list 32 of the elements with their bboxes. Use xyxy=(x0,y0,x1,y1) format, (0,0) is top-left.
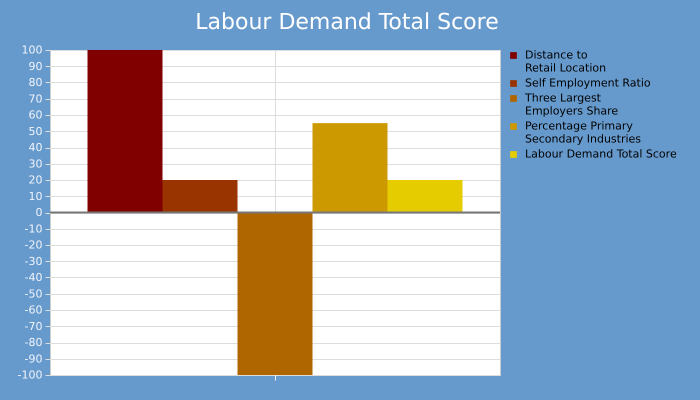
y-tick-label: -30 xyxy=(24,254,42,268)
y-tick-label: 20 xyxy=(28,174,42,186)
y-tick-label: 40 xyxy=(28,141,42,154)
y-tick-label: -80 xyxy=(24,336,42,349)
legend-label: Three Largest Employers Share xyxy=(524,92,618,118)
y-tick-label: 10 xyxy=(28,190,42,203)
y-tick-label: -60 xyxy=(24,304,42,316)
bar xyxy=(388,180,462,212)
bar xyxy=(312,123,388,212)
y-tick-label: -90 xyxy=(24,352,42,366)
y-tick-label: 100 xyxy=(22,44,42,56)
y-tick-label: 90 xyxy=(28,60,42,73)
y-tick-label: -50 xyxy=(24,287,42,300)
bar xyxy=(162,180,238,212)
legend-label: Percentage Primary Secondary Industries xyxy=(525,120,642,146)
y-tick-label: -40 xyxy=(24,271,42,284)
bar xyxy=(238,212,312,375)
y-tick-label: -100 xyxy=(18,368,42,382)
y-tick-label: 70 xyxy=(28,92,42,106)
legend-label: Labour Demand Total Score xyxy=(525,148,677,160)
chart-title: Labour Demand Total Score xyxy=(195,10,499,35)
y-tick-label: 0 xyxy=(36,206,42,219)
legend-label: Self Employment Ratio xyxy=(525,76,651,90)
y-tick-label: -20 xyxy=(24,238,42,252)
y-tick-label: 50 xyxy=(28,124,42,138)
bar xyxy=(88,50,162,212)
y-tick-label: 80 xyxy=(28,76,42,89)
y-tick-label: 30 xyxy=(28,157,42,170)
y-tick-label: -10 xyxy=(24,222,42,236)
y-tick-label: 60 xyxy=(28,108,42,122)
legend-label: Distance to Retail Location xyxy=(525,48,606,74)
y-tick-label: -70 xyxy=(24,320,42,333)
